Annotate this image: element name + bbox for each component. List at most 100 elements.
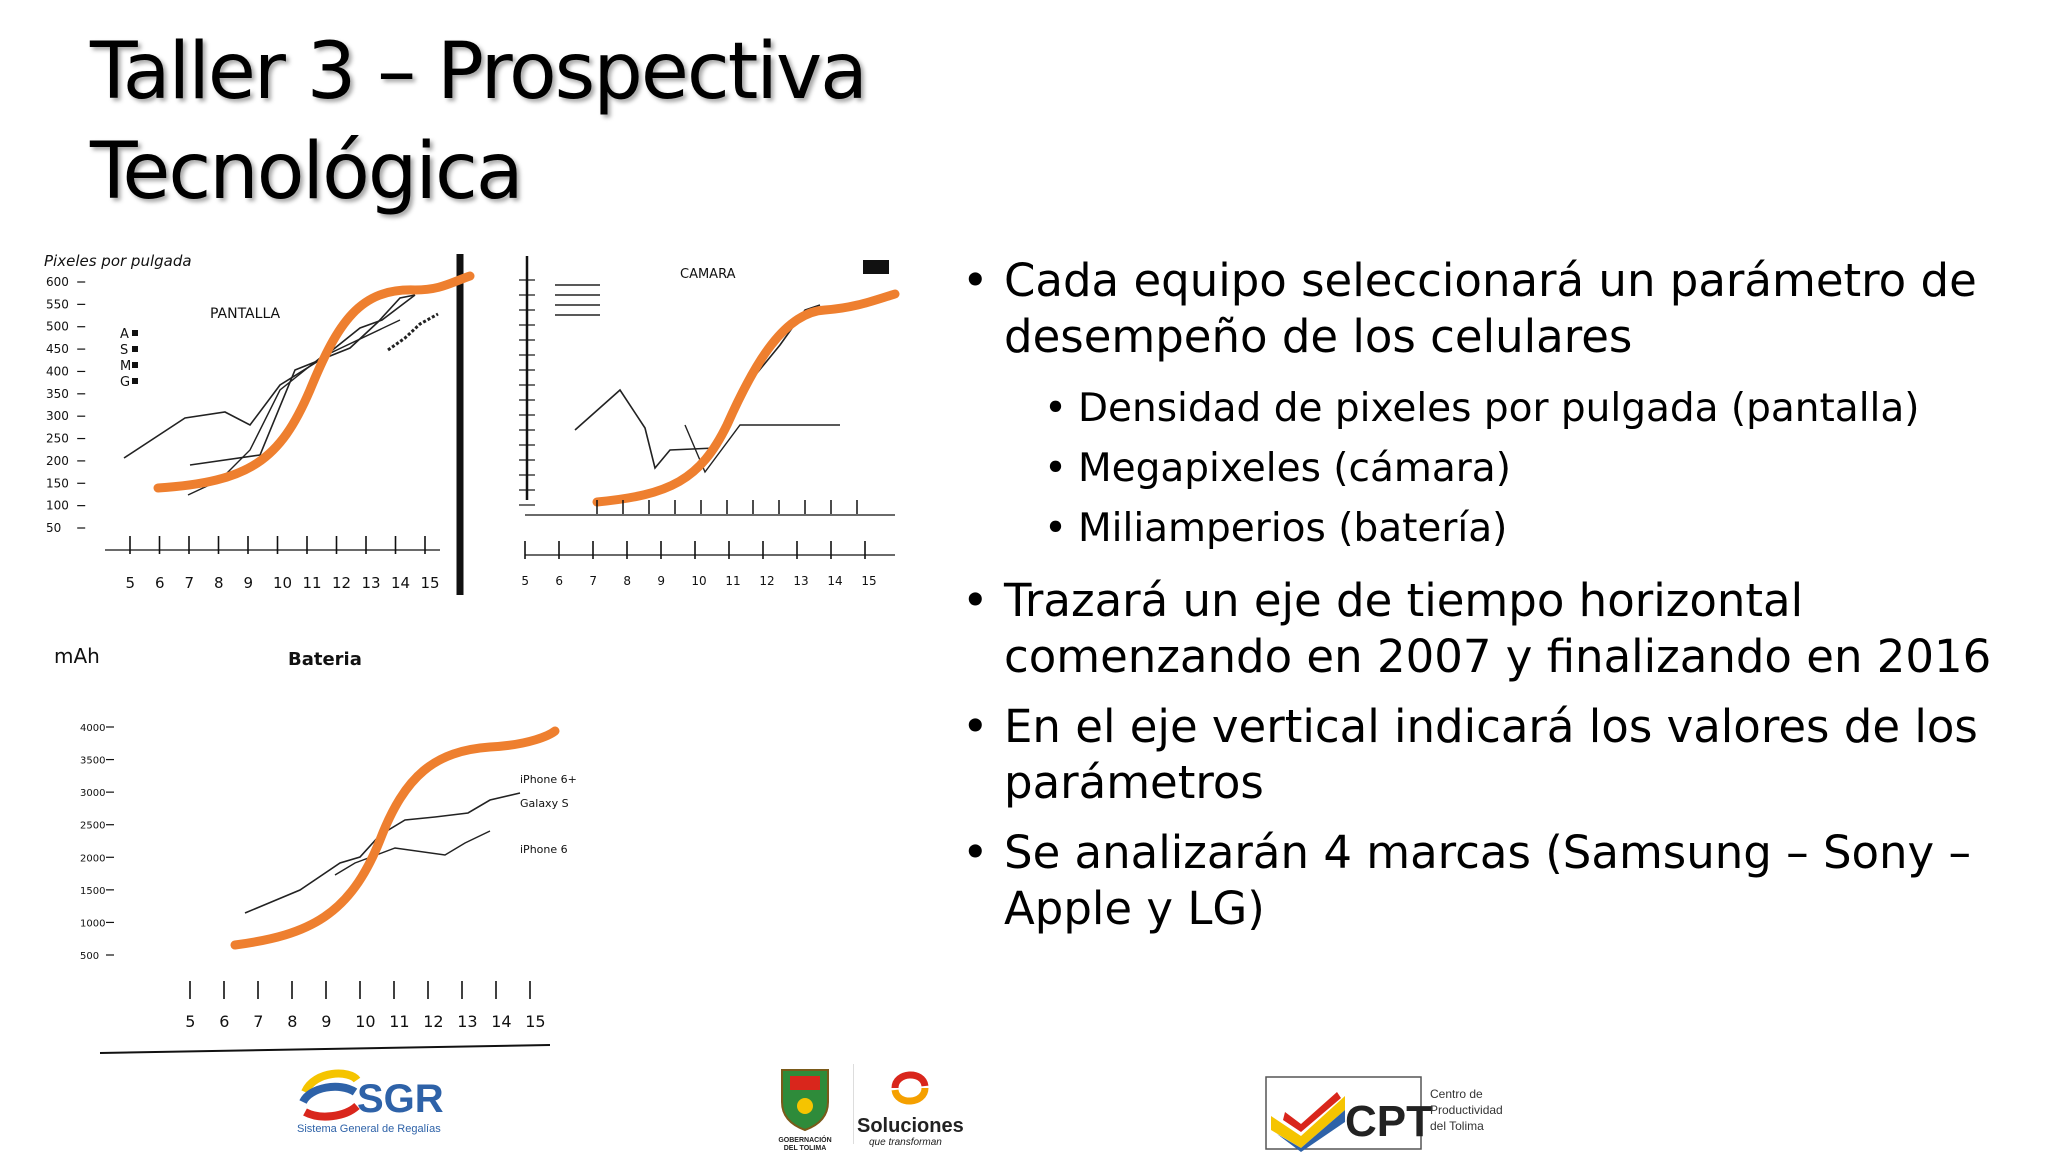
bullet-text: En el eje vertical indicará los valores … xyxy=(1004,700,1978,809)
y-tick-label: 2500 xyxy=(80,821,105,832)
x-tick-label: 7 xyxy=(185,574,195,592)
x-tick-label: 11 xyxy=(389,1012,409,1031)
sub-bullet-item: • Densidad de pixeles por pulgada (panta… xyxy=(958,379,2018,439)
x-tick-label: 5 xyxy=(185,1012,195,1031)
sub-bullet-text: Miliamperios (batería) xyxy=(1078,506,1508,551)
sketch-pantalla: Pixeles por pulgada PANTALLA 600 550 500 45… xyxy=(20,250,475,595)
y-tick-label: 3500 xyxy=(80,756,105,767)
bullet-text: Se analizarán 4 marcas (Samsung – Sony –… xyxy=(1004,826,1971,935)
sketch-camara: CAMARA 5 6 7 8 9 10 11 12 13 14 15 xyxy=(495,250,915,595)
bateria-ylabel: mAh xyxy=(54,644,100,668)
camara-y-ticks xyxy=(519,279,535,506)
tolima-caption-1: GOBERNACIÓN xyxy=(778,1135,831,1144)
y-tick-label: 600 xyxy=(46,275,69,289)
y-tick-label: 200 xyxy=(46,454,69,468)
bullet-dot-icon: • xyxy=(1044,446,1068,491)
x-tick-label: 6 xyxy=(155,574,165,592)
camara-line-2 xyxy=(684,424,840,474)
x-tick-label: 15 xyxy=(861,574,876,588)
x-tick-label: 9 xyxy=(244,574,254,592)
x-tick-label: 13 xyxy=(793,574,808,588)
sgr-logo: SGR Sistema General de Regalías xyxy=(295,1062,460,1137)
bullet-text: Trazará un eje de tiempo horizontal come… xyxy=(1004,574,1992,683)
y-tick-label: 1000 xyxy=(80,918,105,929)
x-tick-label: 9 xyxy=(321,1012,331,1031)
x-tick-label: 7 xyxy=(253,1012,263,1031)
y-tick-label: 4000 xyxy=(80,723,105,734)
x-tick-label: 10 xyxy=(691,574,706,588)
x-tick-label: 10 xyxy=(355,1012,375,1031)
bullet-item: • En el eje vertical indicará los valore… xyxy=(958,699,2018,811)
slide-title-line-2: Tecnológica xyxy=(90,127,524,217)
bateria-title: Bateria xyxy=(288,649,362,670)
x-tick-label: 7 xyxy=(589,574,597,588)
sub-bullet-item: • Megapixeles (cámara) xyxy=(958,439,2018,499)
sub-bullet-item: • Miliamperios (batería) xyxy=(958,499,2018,559)
x-tick-label: 8 xyxy=(214,574,224,592)
x-tick-label: 12 xyxy=(423,1012,443,1031)
pantalla-line-m xyxy=(187,319,401,496)
bateria-note-2: Galaxy S xyxy=(520,797,569,810)
pantalla-s-curve xyxy=(153,271,475,493)
cpt-logo-text: CPT xyxy=(1345,1097,1433,1146)
x-tick-label: 15 xyxy=(525,1012,545,1031)
x-tick-label: 6 xyxy=(219,1012,229,1031)
x-tick-label: 12 xyxy=(332,574,351,592)
bateria-note-3: iPhone 6 xyxy=(520,843,568,856)
bateria-note-1: iPhone 6+ xyxy=(520,773,577,786)
tolima-caption-2: DEL TOLIMA xyxy=(784,1145,827,1152)
x-tick-label: 14 xyxy=(827,574,842,588)
legend-label: S xyxy=(120,343,128,358)
sketch-pantalla-svg: Pixeles por pulgada PANTALLA 60055050045… xyxy=(44,252,475,595)
bullet-item: • Se analizarán 4 marcas (Samsung – Sony… xyxy=(958,825,2018,937)
bullet-dot-icon: • xyxy=(1044,386,1068,431)
legend-marker xyxy=(132,346,138,352)
y-tick-label: 150 xyxy=(46,476,69,490)
y-tick-label: 50 xyxy=(46,521,61,535)
x-tick-label: 5 xyxy=(521,574,529,588)
y-tick-label: 350 xyxy=(46,387,69,401)
y-tick-label: 400 xyxy=(46,364,69,378)
bateria-x-axis xyxy=(99,1044,551,1054)
y-tick-label: 500 xyxy=(80,951,99,962)
y-tick-label: 3000 xyxy=(80,788,105,799)
slide-title-line-1: Taller 3 – Prospectiva xyxy=(90,27,868,117)
legend-marker xyxy=(132,378,138,384)
x-tick-label: 14 xyxy=(391,574,410,592)
bateria-line-2 xyxy=(334,830,491,876)
pantalla-x-ticks: 5 6 7 8 9 10 11 12 13 14 15 xyxy=(126,536,440,592)
x-tick-label: 15 xyxy=(421,574,440,592)
x-tick-label: 8 xyxy=(623,574,631,588)
soluciones-logo-text: Soluciones xyxy=(857,1115,963,1137)
camara-x-ticks: 5 6 7 8 9 10 11 12 13 14 15 xyxy=(521,500,877,588)
pantalla-y-ticks: 600 550 500 450 400 350 300 250 200 150 100 50 xyxy=(46,275,86,535)
sub-bullet-list: • Densidad de pixeles por pulgada (panta… xyxy=(958,379,2018,559)
legend-label: G xyxy=(120,375,130,390)
y-tick-label: 100 xyxy=(46,499,69,513)
camara-title: CAMARA xyxy=(680,267,736,282)
sub-bullet-text: Densidad de pixeles por pulgada (pantall… xyxy=(1078,386,1920,431)
y-tick-label: 250 xyxy=(46,432,69,446)
sketch-camara-svg: CAMARA 5 6 7 8 9 10 11 12 13 14 15 xyxy=(519,256,900,588)
bullet-text: Cada equipo seleccionará un parámetro de… xyxy=(1004,254,1977,363)
sgr-logo-caption: Sistema General de Regalías xyxy=(297,1123,441,1135)
bullet-dot-icon: • xyxy=(962,574,989,627)
x-tick-label: 13 xyxy=(362,574,381,592)
legend-marker xyxy=(132,330,138,336)
tolima-shield-icon: GOBERNACIÓN DEL TOLIMA xyxy=(778,1069,832,1152)
bateria-x-ticks: 5 6 7 8 9 10 11 12 13 14 15 xyxy=(185,981,546,1031)
sketch-bateria: mAh Bateria 4000 3500 3000 2500 2000 1500 1000… xyxy=(50,635,590,1060)
y-tick-label: 2000 xyxy=(80,853,105,864)
cpt-logo: CPT Centro de Productividad del Tolima xyxy=(1265,1076,1530,1152)
x-tick-label: 6 xyxy=(555,574,563,588)
camara-scribble xyxy=(863,260,889,274)
cpt-line-1: Centro de xyxy=(1430,1087,1483,1101)
sgr-logo-text: SGR xyxy=(357,1077,444,1121)
footer-logos: SGR Sistema General de Regalías GOBERNAC… xyxy=(0,1052,2048,1152)
x-tick-label: 11 xyxy=(303,574,322,592)
pantalla-line-a xyxy=(123,294,416,459)
legend-label: A xyxy=(120,327,129,342)
sketch-bateria-svg: mAh Bateria 4000 3500 3000 2500 2000 1500 1000… xyxy=(54,644,577,1054)
bullet-item: • Cada equipo seleccionará un parámetro … xyxy=(958,253,2018,365)
